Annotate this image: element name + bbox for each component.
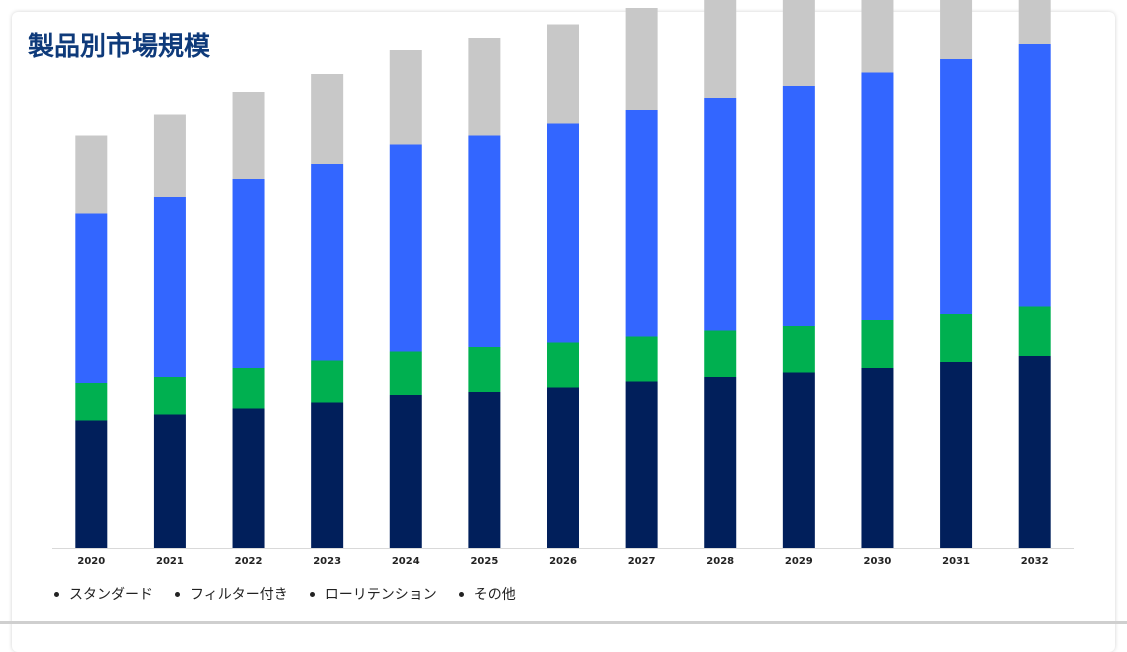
bar-segment-2022-series-3: [232, 92, 265, 179]
legend-label: ローリテンション: [324, 587, 437, 603]
bar-segment-2030-series-0: [861, 368, 894, 548]
bar-segment-2020-series-1: [75, 383, 108, 421]
bar-segment-2031-series-2: [940, 59, 973, 314]
bar-segment-2026-series-1: [547, 342, 579, 388]
x-tick-label: 2020: [77, 556, 105, 567]
bar-segment-2026-series-0: [547, 387, 579, 548]
x-tick-label: 2026: [549, 556, 577, 567]
bar-segment-2023-series-3: [311, 74, 344, 164]
legend-label: スタンダード: [69, 587, 153, 603]
bar-segment-2032-series-3: [1018, 0, 1051, 44]
x-tick-label: 2032: [1021, 556, 1049, 567]
bar-segment-2031-series-3: [940, 0, 973, 59]
bar-segment-2021-series-3: [153, 114, 186, 197]
bar-segment-2022-series-2: [232, 179, 265, 368]
legend-item-filtered: フィルター付き: [175, 584, 288, 604]
x-tick-label: 2022: [235, 556, 263, 567]
bar-segment-2024-series-2: [389, 144, 422, 352]
bar-segment-2032-series-2: [1018, 44, 1051, 307]
legend-bullet-icon: [175, 591, 180, 597]
bar-segment-2023-series-2: [311, 164, 344, 361]
bar-segment-2025-series-2: [468, 135, 501, 347]
x-tick-label: 2025: [470, 556, 498, 567]
bar-segment-2020-series-0: [75, 420, 108, 548]
bar-segment-2028-series-1: [704, 330, 737, 377]
bar-segment-2023-series-1: [311, 360, 344, 403]
bar-segment-2025-series-3: [468, 38, 501, 136]
bar-segment-2020-series-2: [75, 213, 108, 383]
bar-segment-2028-series-0: [704, 377, 737, 548]
bar-segment-2022-series-0: [232, 408, 265, 548]
bar-segment-2030-series-3: [861, 0, 894, 73]
x-tick-label: 2024: [392, 556, 420, 567]
legend-label: その他: [473, 587, 516, 603]
bar-segment-2029-series-1: [782, 326, 815, 373]
x-tick-label: 2031: [942, 556, 970, 567]
x-tick-label: 2029: [785, 556, 813, 567]
bar-segment-2027-series-3: [625, 8, 658, 110]
x-tick-label: 2030: [864, 556, 892, 567]
bottom-divider: [0, 621, 1127, 624]
bar-segment-2031-series-1: [940, 314, 973, 362]
bar-segment-2021-series-1: [153, 377, 186, 415]
bar-segment-2022-series-1: [232, 368, 265, 409]
page-title: 製品別市場規模: [28, 32, 211, 62]
bar-segment-2027-series-1: [625, 336, 658, 382]
bar-segment-2032-series-1: [1018, 306, 1051, 356]
bar-segment-2029-series-2: [782, 86, 815, 326]
legend-bullet-icon: [54, 591, 59, 597]
bar-segment-2020-series-3: [75, 135, 108, 214]
bar-segment-2029-series-0: [782, 372, 815, 548]
stacked-bar-chart: 2020 2021 2022 2023 2024 2025 2026 2027 2028 2029…: [52, 0, 1074, 567]
legend-bullet-icon: [309, 591, 315, 597]
bar-segment-2024-series-0: [389, 395, 422, 548]
bar-segment-2026-series-3: [547, 24, 579, 124]
bar-segment-2021-series-2: [153, 197, 186, 377]
bar-segment-2024-series-1: [389, 351, 422, 395]
bar-segment-2031-series-0: [940, 362, 973, 548]
bar-segment-2030-series-2: [861, 72, 894, 320]
x-tick-label: 2027: [628, 556, 656, 567]
bar-segment-2023-series-0: [311, 402, 344, 548]
bar-segment-2028-series-2: [704, 98, 737, 331]
bar-segment-2025-series-0: [468, 392, 501, 548]
legend-label: フィルター付き: [190, 587, 288, 603]
x-tick-label: 2028: [706, 556, 734, 567]
legend-bullet-icon: [458, 591, 464, 597]
bar-segment-2021-series-0: [153, 414, 186, 548]
bar-segment-2030-series-1: [861, 320, 894, 368]
bar-segment-2032-series-0: [1018, 356, 1051, 548]
bar-segment-2024-series-3: [389, 50, 422, 145]
bar-segment-2025-series-1: [468, 347, 501, 392]
x-tick-label: 2021: [156, 556, 184, 567]
bar-segment-2029-series-3: [782, 0, 815, 86]
chart-legend: スタンダード フィルター付き ローリテンション その他: [54, 584, 516, 604]
bar-segment-2027-series-0: [625, 381, 658, 548]
legend-item-other: その他: [458, 584, 516, 604]
bar-segment-2026-series-2: [547, 123, 579, 343]
bar-segment-2028-series-3: [704, 0, 737, 98]
x-tick-label: 2023: [313, 556, 341, 567]
legend-item-low-retention: ローリテンション: [309, 584, 437, 604]
legend-item-standard: スタンダード: [54, 584, 153, 604]
bar-segment-2027-series-2: [625, 110, 658, 337]
